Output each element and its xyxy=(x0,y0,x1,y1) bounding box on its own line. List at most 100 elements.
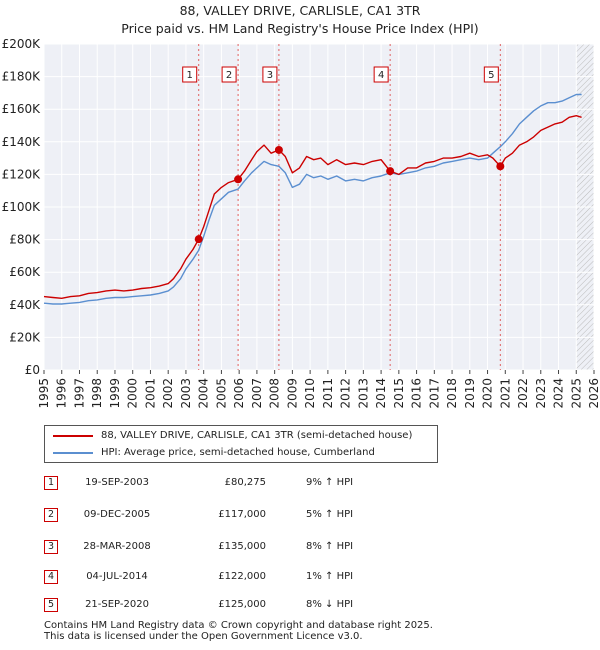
sale-point xyxy=(386,167,395,176)
y-tick-label: £180K xyxy=(2,70,42,84)
x-tick-label: 2013 xyxy=(356,378,370,409)
sale-price: £125,000 xyxy=(218,599,266,610)
x-tick-label: 2006 xyxy=(232,378,246,409)
sale-price: £135,000 xyxy=(218,541,266,552)
y-tick-label: £20K xyxy=(9,330,41,344)
x-tick-label: 2024 xyxy=(552,378,566,409)
sale-points xyxy=(194,145,505,244)
x-tick-label: 1997 xyxy=(72,378,86,409)
sale-price: £122,000 xyxy=(218,571,266,582)
sale-number-badge: 4 xyxy=(44,570,58,584)
sale-box xyxy=(373,66,389,83)
sale-point xyxy=(194,235,203,244)
x-tick-label: 2010 xyxy=(303,378,317,409)
legend-swatch-red xyxy=(53,435,93,437)
x-tick-label: 1998 xyxy=(90,378,104,409)
footer-copyright: Contains HM Land Registry data © Crown c… xyxy=(44,620,433,631)
sale-hpi-diff: 1% ↑ HPI xyxy=(306,571,354,582)
x-tick-label: 2001 xyxy=(143,378,157,409)
x-tick-label: 2012 xyxy=(339,378,353,409)
sale-date: 09-DEC-2005 xyxy=(83,509,151,520)
y-axis-ticks: £0 £20K £40K £60K £80K £100K £120K £140K £160K £1… xyxy=(2,37,42,377)
sale-box xyxy=(221,66,237,83)
x-tick-label: 2003 xyxy=(179,378,193,409)
x-tick-label: 2005 xyxy=(214,378,228,409)
x-tick-label: 2026 xyxy=(587,378,600,409)
sale-box-label: 5 xyxy=(488,70,494,81)
sale-date: 19-SEP-2003 xyxy=(85,477,149,488)
y-tick-label: £100K xyxy=(2,200,42,214)
legend-label-property: 88, VALLEY DRIVE, CARLISLE, CA1 3TR (sem… xyxy=(101,430,413,441)
sale-box xyxy=(483,66,499,83)
sale-number-badge: 2 xyxy=(44,508,58,522)
sale-price: £117,000 xyxy=(218,509,266,520)
footer: Contains HM Land Registry data © Crown c… xyxy=(44,620,433,642)
x-tick-label: 2002 xyxy=(161,378,175,409)
x-tick-label: 2014 xyxy=(374,378,388,409)
sale-box-label: 3 xyxy=(267,70,273,81)
sale-box-label: 1 xyxy=(187,70,193,81)
x-axis-ticks: 1995 1996 1997 1998 1999 2000 2001 2002 2003 2004… xyxy=(37,370,600,409)
sale-hpi-diff: 9% ↑ HPI xyxy=(306,477,354,488)
series-line xyxy=(43,93,582,305)
price-chart: 88, VALLEY DRIVE, CARLISLE, CA1 3TR Pric… xyxy=(2,3,600,409)
sale-markers-lines xyxy=(198,44,501,370)
sale-date: 21-SEP-2020 xyxy=(85,599,149,610)
x-tick-label: 2025 xyxy=(569,378,583,409)
sale-box xyxy=(182,66,198,83)
x-tick-label: 2016 xyxy=(410,378,424,409)
x-tick-label: 1995 xyxy=(37,378,51,409)
legend-swatch-blue xyxy=(53,452,93,454)
footer-licence: This data is licensed under the Open Gov… xyxy=(44,631,363,642)
y-tick-label: £80K xyxy=(9,233,41,247)
sale-date: 04-JUL-2014 xyxy=(86,571,148,582)
x-tick-label: 2008 xyxy=(268,378,282,409)
sale-point xyxy=(496,162,505,171)
table-row: 2 09-DEC-2005 £117,000 5% ↑ HPI xyxy=(0,506,600,526)
sale-number-boxes: 1 2 3 4 5 xyxy=(182,66,499,83)
x-tick-label: 2022 xyxy=(516,378,530,409)
x-tick-label: 2011 xyxy=(321,378,335,409)
chart-subtitle: Price paid vs. HM Land Registry's House … xyxy=(121,21,478,36)
y-tick-label: £160K xyxy=(2,102,42,116)
sale-number-badge: 5 xyxy=(44,598,58,612)
x-tick-label: 2009 xyxy=(285,378,299,409)
table-row: 5 21-SEP-2020 £125,000 8% ↓ HPI xyxy=(0,596,600,616)
sale-point xyxy=(274,145,283,154)
table-row: 1 19-SEP-2003 £80,275 9% ↑ HPI xyxy=(0,474,600,494)
sale-hpi-diff: 8% ↓ HPI xyxy=(306,599,354,610)
sale-hpi-diff: 8% ↑ HPI xyxy=(306,541,354,552)
sale-point xyxy=(234,175,243,184)
x-tick-label: 2018 xyxy=(445,378,459,409)
legend: 88, VALLEY DRIVE, CARLISLE, CA1 3TR (sem… xyxy=(44,425,438,463)
grid xyxy=(43,43,595,371)
x-tick-label: 2000 xyxy=(126,378,140,409)
y-tick-label: £120K xyxy=(2,167,42,181)
y-tick-label: £200K xyxy=(2,37,42,51)
y-tick-label: £140K xyxy=(2,135,42,149)
sale-box xyxy=(262,66,278,83)
x-tick-label: 2007 xyxy=(250,378,264,409)
y-tick-label: £40K xyxy=(9,298,41,312)
sale-date: 28-MAR-2008 xyxy=(83,541,151,552)
legend-label-hpi: HPI: Average price, semi-detached house,… xyxy=(101,447,375,458)
x-tick-label: 1999 xyxy=(108,378,122,409)
y-tick-label: £0 xyxy=(25,363,40,377)
sale-hpi-diff: 5% ↑ HPI xyxy=(306,509,354,520)
x-tick-label: 2015 xyxy=(392,378,406,409)
y-tick-label: £60K xyxy=(9,265,41,279)
sale-price: £80,275 xyxy=(224,477,266,488)
x-tick-label: 1996 xyxy=(55,378,69,409)
table-row: 4 04-JUL-2014 £122,000 1% ↑ HPI xyxy=(0,568,600,588)
table-row: 3 28-MAR-2008 £135,000 8% ↑ HPI xyxy=(0,538,600,558)
x-tick-label: 2023 xyxy=(534,378,548,409)
sale-box-label: 2 xyxy=(226,70,232,81)
sale-number-badge: 1 xyxy=(44,476,58,490)
sale-number-badge: 3 xyxy=(44,540,58,554)
x-tick-label: 2004 xyxy=(197,378,211,409)
x-tick-label: 2021 xyxy=(498,378,512,409)
x-tick-label: 2019 xyxy=(463,378,477,409)
x-tick-label: 2017 xyxy=(427,378,441,409)
x-tick-label: 2020 xyxy=(481,378,495,409)
chart-title: 88, VALLEY DRIVE, CARLISLE, CA1 3TR xyxy=(180,3,421,18)
